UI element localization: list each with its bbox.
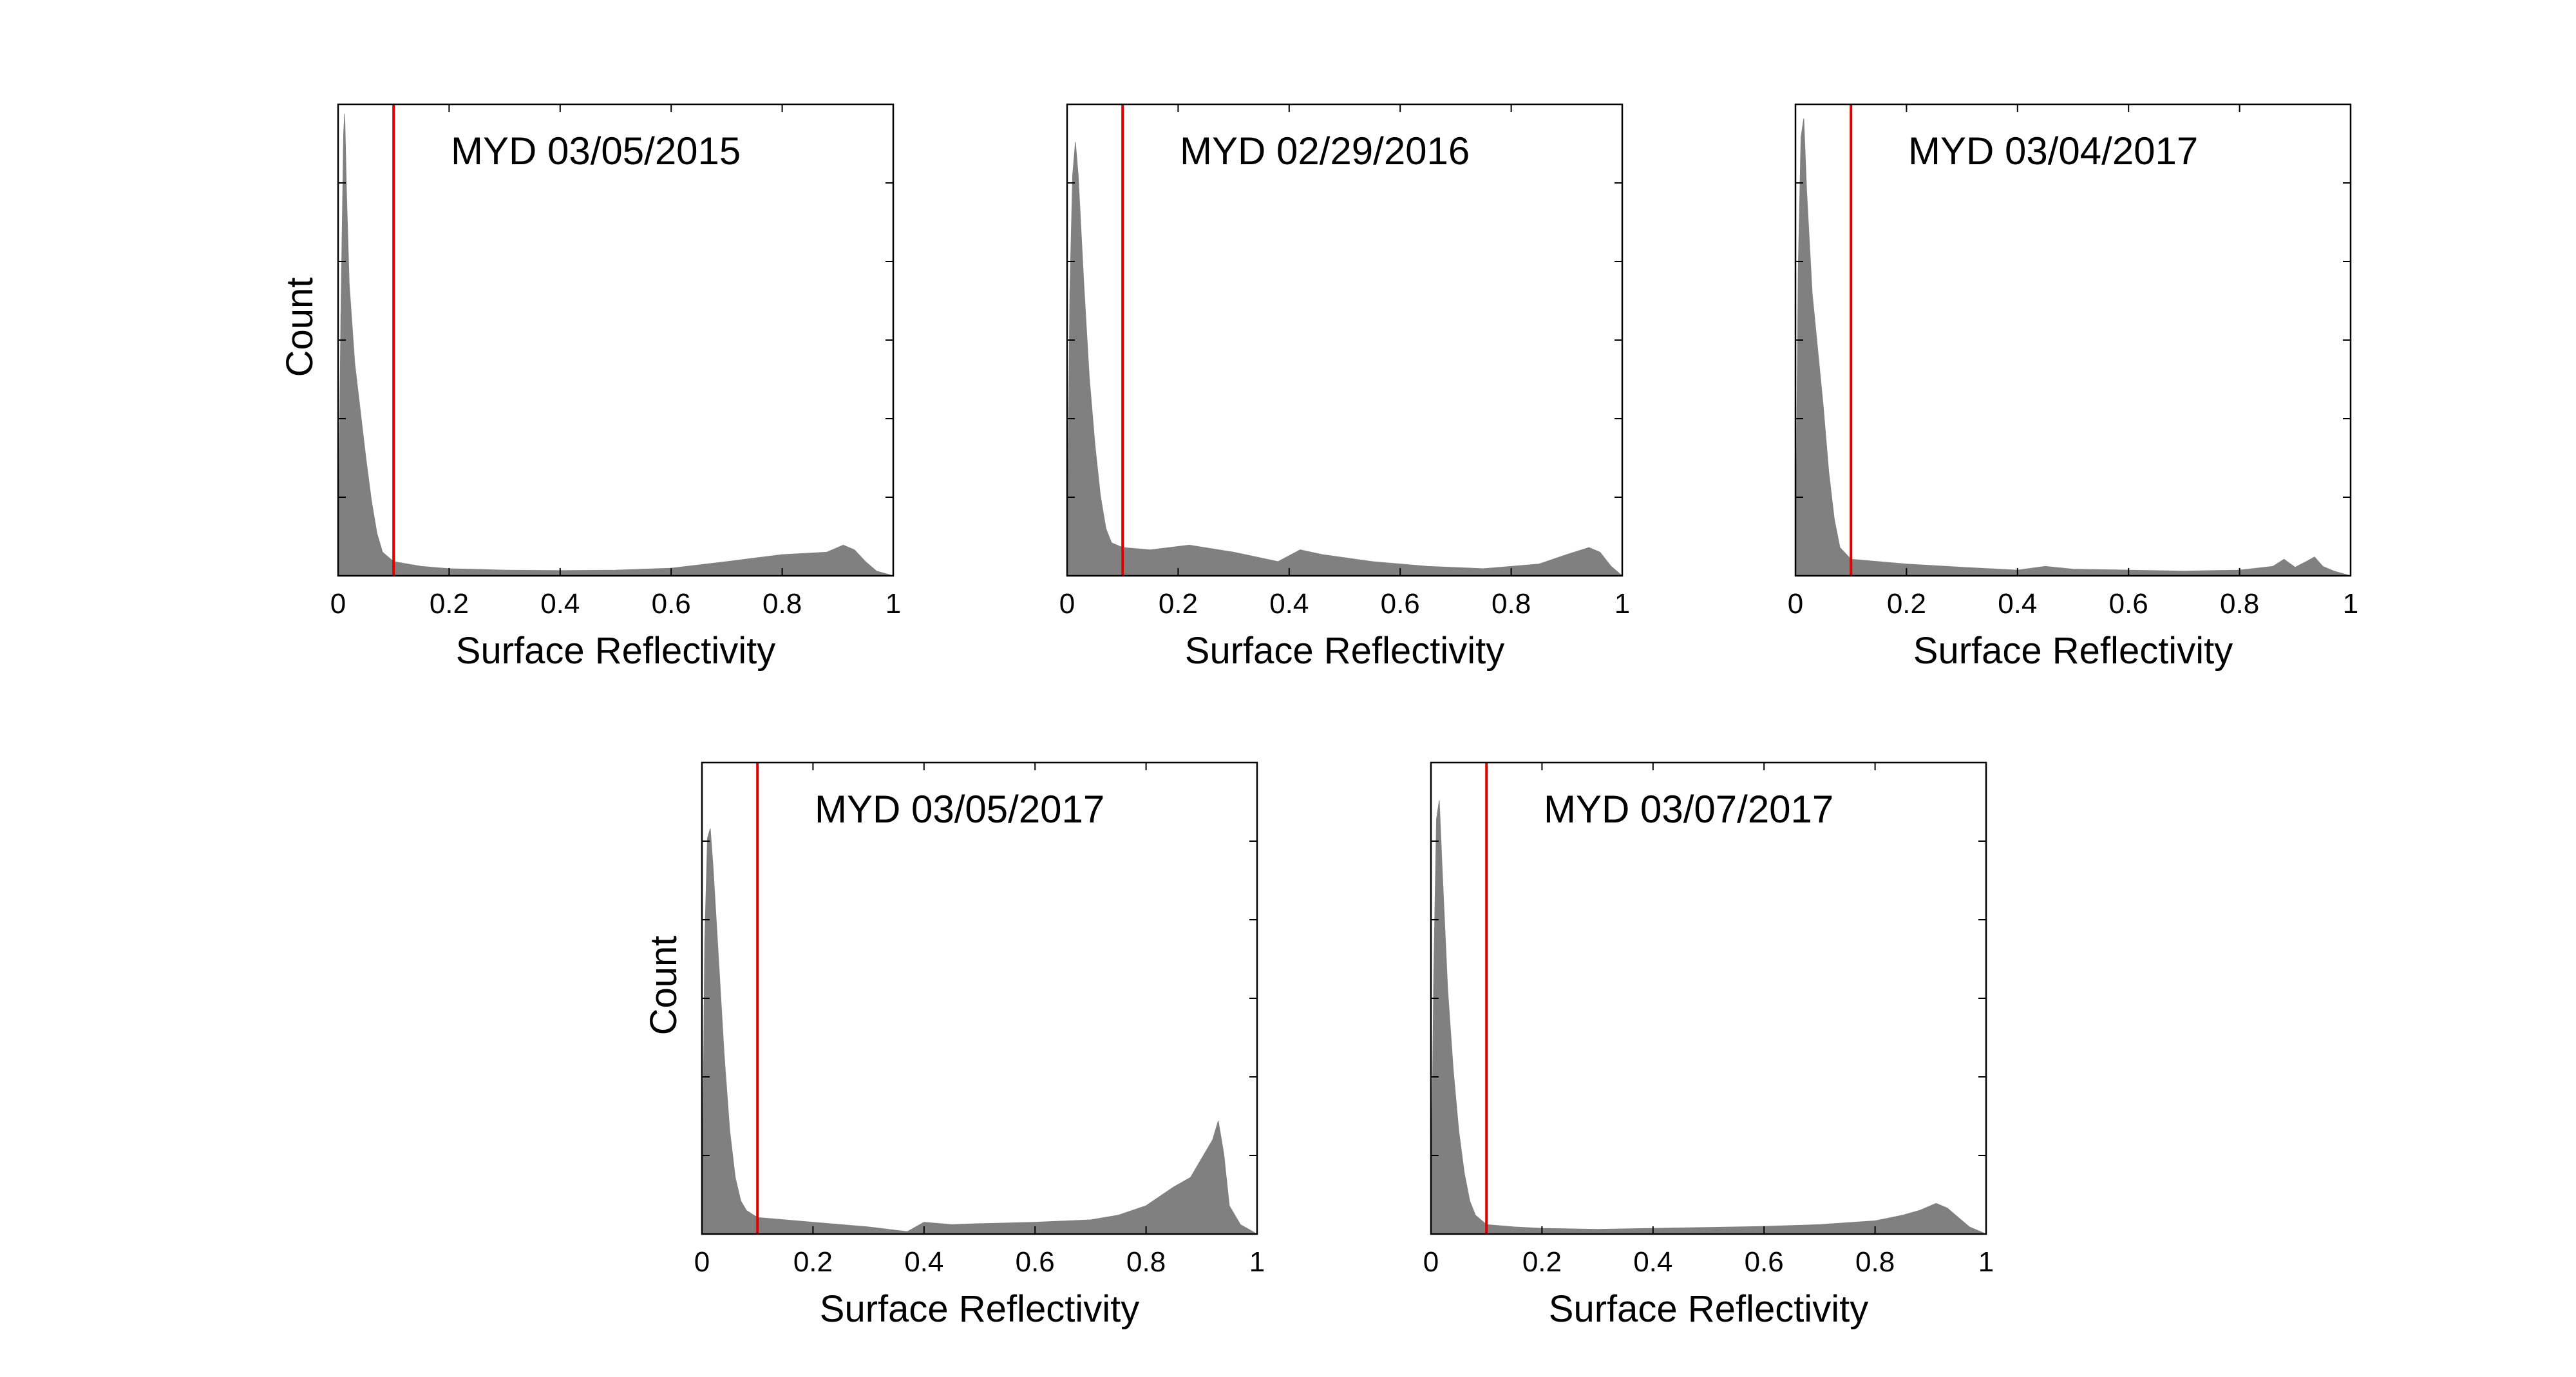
x-tick-label: 0 [330,588,346,620]
x-tick-label: 0 [694,1246,710,1278]
histogram-area [337,113,894,576]
histogram-panel-5: 0 0.2 0.4 0.6 0.8 1 MYD 03/07/2017 Surface Refl… [1423,761,1994,1330]
x-tick-label: 0.8 [2220,588,2259,620]
x-tick-label: 0.2 [793,1246,833,1278]
x-tick-label: 0.4 [1269,588,1309,620]
x-axis-label: Surface Reflectivity [820,1288,1139,1330]
x-tick-label: 0.6 [2109,588,2148,620]
x-tick-label: 0.2 [1887,588,1926,620]
x-tick-label: 0 [1423,1246,1439,1278]
histogram-area [701,828,1258,1235]
x-tick-label: 1 [1615,588,1630,620]
histogram-area [1066,142,1624,576]
histogram-panel-1: 0 0.2 0.4 0.6 0.8 1 MYD 03/05/2015 Surface Refl… [279,103,901,672]
panel-title: MYD 02/29/2016 [1180,129,1470,173]
y-axis-label: Count [279,278,321,377]
x-tick-label: 1 [886,588,901,620]
y-axis-label: Count [643,936,685,1036]
x-tick-label: 0.6 [1016,1246,1055,1278]
histogram-area [1795,118,2351,576]
x-tick-label: 0.8 [1126,1246,1166,1278]
panels: 0 0.2 0.4 0.6 0.8 1 MYD 03/05/2015 Surface Refl… [279,103,2358,1330]
x-tick-label: 0.8 [1855,1246,1895,1278]
x-tick-label: 0.6 [1381,588,1420,620]
x-tick-label: 1 [1978,1246,1994,1278]
x-tick-label: 0.4 [540,588,580,620]
x-tick-label: 1 [1249,1246,1265,1278]
histogram-area [1430,800,1987,1235]
x-axis-label: Surface Reflectivity [456,630,775,672]
x-axis-label: Surface Reflectivity [1185,630,1504,672]
x-tick-label: 0.4 [904,1246,943,1278]
x-tick-label: 0.2 [1159,588,1198,620]
histogram-panel-2: 0 0.2 0.4 0.6 0.8 1 MYD 02/29/2016 Surface Refl… [1059,103,1630,672]
histogram-panel-4: 0 0.2 0.4 0.6 0.8 1 MYD 03/05/2017 Surface Refl… [643,761,1265,1330]
x-tick-label: 0.8 [1492,588,1531,620]
x-tick-label: 0.6 [652,588,691,620]
x-tick-label: 0 [1059,588,1075,620]
x-axis-label: Surface Reflectivity [1549,1288,1868,1330]
x-tick-label: 0.8 [762,588,802,620]
x-axis-label: Surface Reflectivity [1913,630,2233,672]
x-tick-label: 0.2 [1522,1246,1562,1278]
panel-title: MYD 03/04/2017 [1908,129,2198,173]
panel-title: MYD 03/05/2015 [451,129,741,173]
panel-title: MYD 03/07/2017 [1544,788,1833,831]
histogram-panel-3: 0 0.2 0.4 0.6 0.8 1 MYD 03/04/2017 Surface Refl… [1788,103,2358,672]
panel-title: MYD 03/05/2017 [815,788,1104,831]
x-tick-label: 1 [2343,588,2358,620]
x-tick-label: 0.6 [1745,1246,1784,1278]
x-tick-label: 0.2 [430,588,469,620]
x-tick-label: 0 [1788,588,1803,620]
x-tick-label: 0.4 [1998,588,2037,620]
x-tick-label: 0.4 [1633,1246,1672,1278]
